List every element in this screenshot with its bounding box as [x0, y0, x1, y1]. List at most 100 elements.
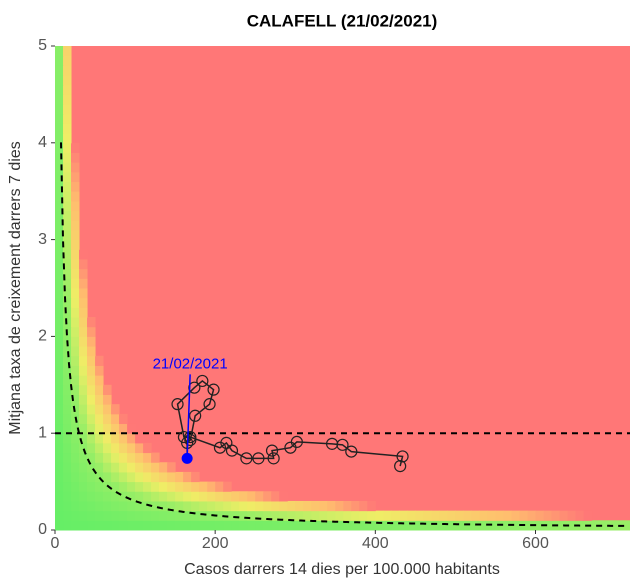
risk-cell [247, 510, 256, 521]
risk-cell [255, 510, 264, 521]
risk-cell [63, 200, 72, 212]
risk-cell [119, 452, 128, 463]
risk-cell [79, 500, 88, 512]
x-tick-label: 0 [51, 535, 60, 552]
risk-cell [351, 520, 360, 531]
risk-cell [95, 471, 104, 483]
risk-cell [407, 510, 416, 521]
risk-cell [63, 520, 72, 531]
risk-cell [55, 346, 64, 357]
risk-cell [71, 355, 80, 366]
risk-cell [247, 520, 256, 531]
risk-cell [95, 510, 104, 521]
risk-cell [111, 462, 120, 473]
risk-cell [55, 75, 64, 86]
risk-cell [87, 326, 96, 337]
x-tick-label: 200 [202, 535, 229, 552]
risk-cell [135, 433, 144, 444]
risk-cell [103, 500, 112, 512]
risk-cell [63, 239, 72, 250]
risk-cell [151, 500, 160, 512]
risk-cell [71, 239, 80, 250]
risk-cell [231, 500, 240, 512]
risk-cell [71, 288, 80, 299]
risk-cell [127, 462, 136, 473]
risk-cell [311, 510, 320, 521]
risk-cell [71, 346, 80, 357]
trajectory-point [184, 433, 197, 447]
risk-cell [471, 510, 480, 521]
risk-cell [79, 462, 88, 473]
risk-cell [71, 481, 80, 492]
risk-cell [199, 491, 208, 502]
risk-cell [527, 510, 537, 521]
risk-cell [71, 268, 80, 279]
risk-cell [71, 200, 80, 212]
risk-cell [167, 510, 176, 521]
trajectory-point [240, 452, 253, 465]
y-tick-label: 5 [38, 37, 47, 54]
risk-cell [239, 500, 248, 512]
risk-cell [135, 452, 144, 463]
risk-cell [327, 510, 336, 521]
risk-cell [95, 500, 104, 512]
risk-cell [87, 365, 96, 376]
risk-cell [63, 365, 72, 376]
risk-cell [87, 481, 96, 492]
risk-cell [79, 365, 88, 376]
x-axis-label: Casos darrers 14 dies per 100.000 habita… [184, 561, 500, 578]
risk-cell [79, 433, 88, 444]
risk-cell [175, 520, 184, 531]
risk-cell [375, 510, 384, 521]
trajectory-point [196, 374, 209, 388]
risk-cell [103, 491, 112, 502]
risk-cell [71, 462, 80, 473]
risk-cell [87, 452, 96, 463]
risk-cell [319, 520, 328, 531]
risk-cell [111, 510, 120, 521]
risk-cell [119, 520, 128, 531]
risk-cell [55, 84, 64, 95]
risk-cell [63, 375, 72, 386]
risk-cell [71, 297, 80, 308]
risk-cell [255, 500, 264, 512]
risk-cell [63, 84, 72, 95]
risk-cell [303, 500, 312, 512]
risk-cell [391, 520, 400, 531]
risk-cell [55, 433, 64, 444]
risk-cell [551, 510, 561, 521]
risk-cell [71, 249, 80, 260]
risk-cell [207, 500, 216, 512]
risk-cell [215, 481, 224, 492]
risk-cell [239, 520, 248, 531]
risk-cell [71, 181, 80, 192]
risk-cell [135, 442, 144, 454]
risk-cell [87, 336, 96, 347]
risk-cell [55, 239, 64, 250]
risk-cell [87, 404, 96, 415]
y-tick-label: 4 [38, 134, 47, 151]
risk-cell [151, 520, 160, 531]
risk-cell [55, 394, 64, 405]
risk-cell [55, 355, 64, 366]
risk-cell [55, 258, 64, 270]
risk-cell [103, 433, 112, 444]
risk-cell [415, 520, 424, 531]
risk-cell [71, 317, 80, 328]
risk-cell [335, 500, 344, 512]
risk-cell [63, 123, 72, 134]
risk-cell [351, 500, 360, 512]
risk-cell [127, 520, 136, 531]
risk-cell [383, 510, 392, 521]
risk-cell [159, 510, 168, 521]
risk-cell [127, 471, 136, 483]
risk-cell [63, 113, 72, 124]
trajectory-point [207, 383, 220, 396]
risk-cell [343, 500, 352, 512]
risk-cell [183, 481, 192, 492]
risk-cell [303, 520, 312, 531]
risk-cell [111, 471, 120, 483]
y-tick-label: 2 [38, 328, 47, 345]
risk-cell [87, 471, 96, 483]
risk-cell [103, 413, 112, 425]
